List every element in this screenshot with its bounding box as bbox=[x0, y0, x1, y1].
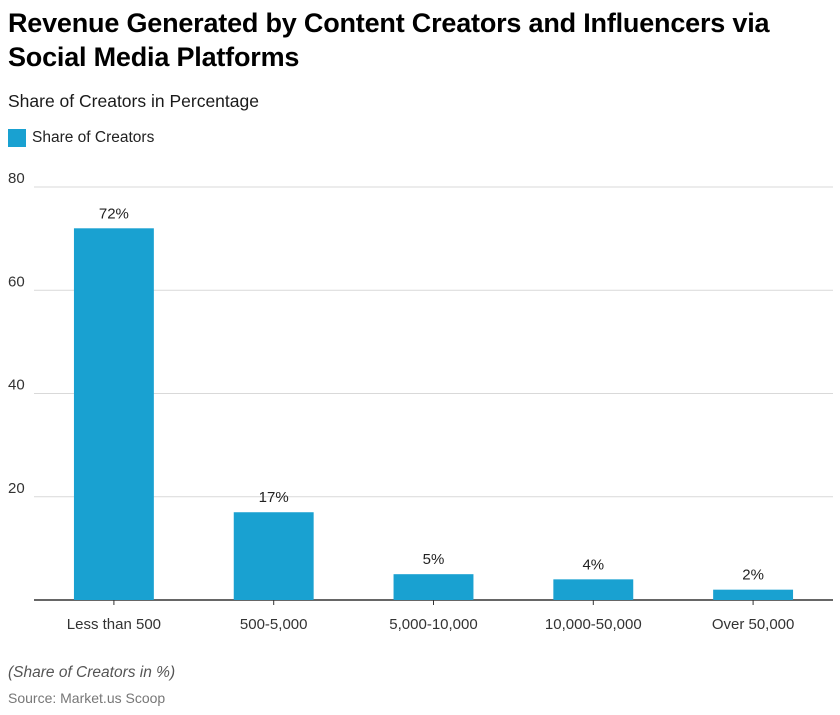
legend-label: Share of Creators bbox=[32, 129, 155, 146]
bar bbox=[713, 589, 794, 600]
x-tick-label: 500-5,000 bbox=[240, 616, 308, 633]
bar bbox=[393, 574, 474, 600]
chart-subtitle: Share of Creators in Percentage bbox=[8, 91, 259, 111]
footer-source: Source: Market.us Scoop bbox=[8, 690, 166, 706]
data-label: 72% bbox=[99, 205, 129, 222]
x-tick-label: 5,000-10,000 bbox=[389, 616, 477, 633]
bar bbox=[553, 579, 634, 600]
y-tick-label: 20 bbox=[8, 480, 25, 497]
y-tick-label: 60 bbox=[8, 273, 25, 290]
y-tick-label: 40 bbox=[8, 377, 25, 394]
x-tick-label: Less than 500 bbox=[67, 616, 161, 633]
legend-swatch bbox=[8, 129, 26, 147]
x-tick-label: 10,000-50,000 bbox=[545, 616, 642, 633]
x-tick-label: Over 50,000 bbox=[712, 616, 795, 633]
legend: Share of Creators bbox=[8, 128, 154, 148]
bar bbox=[73, 228, 154, 601]
data-label: 4% bbox=[582, 556, 604, 573]
bar bbox=[233, 512, 314, 600]
data-label: 2% bbox=[742, 567, 764, 584]
data-label: 5% bbox=[423, 551, 445, 568]
data-label: 17% bbox=[259, 489, 289, 506]
chart-title: Revenue Generated by Content Creators an… bbox=[8, 8, 770, 72]
footer-note: (Share of Creators in %) bbox=[8, 664, 176, 681]
y-tick-label: 80 bbox=[8, 170, 25, 187]
